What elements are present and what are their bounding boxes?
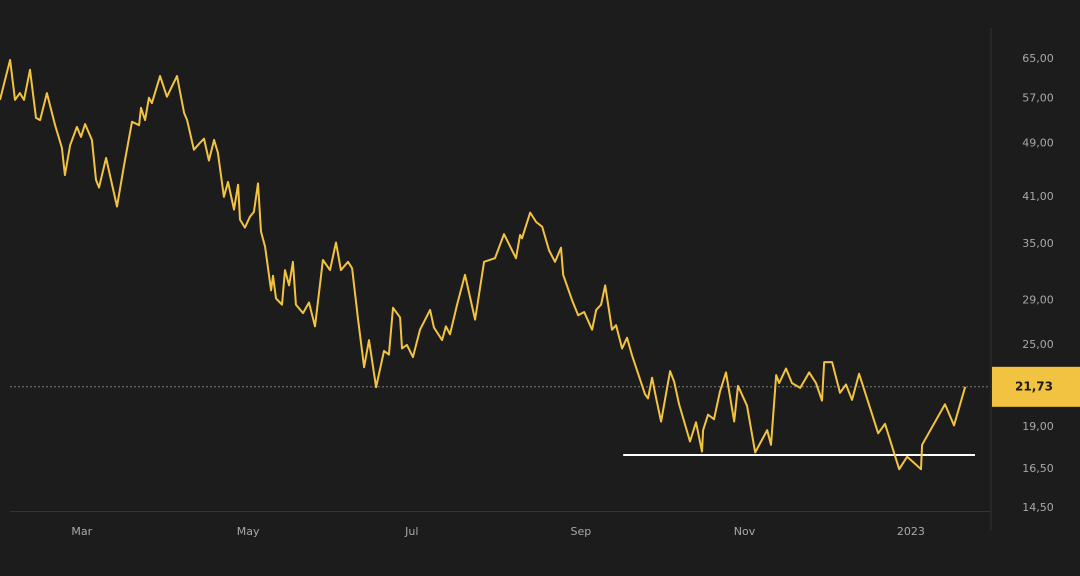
price-line bbox=[0, 58, 967, 471]
y-tick-label: 41,00 bbox=[1022, 190, 1054, 203]
y-tick-label: 14,50 bbox=[1022, 501, 1054, 514]
y-tick-label: 19,00 bbox=[1022, 420, 1054, 433]
y-tick-label: 65,00 bbox=[1022, 52, 1054, 65]
last-price-label: 21,73 bbox=[1015, 379, 1053, 393]
last-price-box bbox=[992, 366, 1080, 407]
x-tick-label: Sep bbox=[571, 525, 592, 538]
y-tick-label: 29,00 bbox=[1022, 293, 1054, 306]
x-tick-label: Jul bbox=[404, 525, 418, 538]
x-tick-label: Nov bbox=[734, 525, 756, 538]
y-tick-label: 16,50 bbox=[1022, 462, 1054, 475]
x-tick-label: 2023 bbox=[897, 525, 925, 538]
x-tick-label: Mar bbox=[71, 525, 92, 538]
x-tick-label: May bbox=[237, 525, 260, 538]
y-tick-label: 57,00 bbox=[1022, 91, 1054, 104]
y-tick-label: 49,00 bbox=[1022, 137, 1054, 150]
y-tick-label: 35,00 bbox=[1022, 237, 1054, 250]
y-tick-label: 25,00 bbox=[1022, 338, 1054, 351]
